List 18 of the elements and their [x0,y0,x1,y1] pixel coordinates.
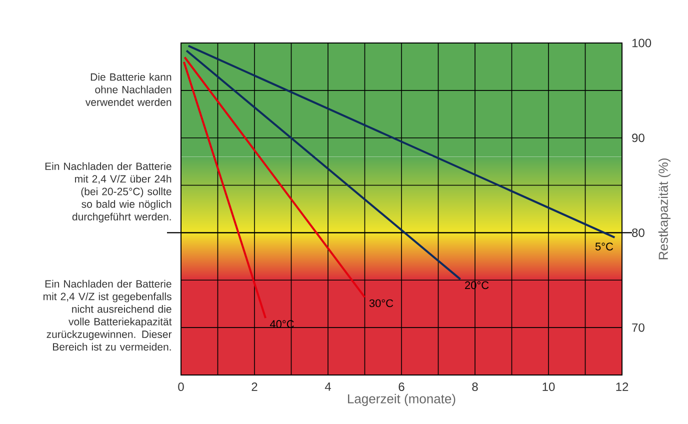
x-tick-label: 10 [542,382,555,392]
series-label: 5°C [595,242,614,250]
y-tick-label: 100 [632,38,652,48]
text: Ein Nachladen der Batterie mit 2,4 V/Z über 24h (bei 20-25°C) sollte so bald wie nöglich durchgeführt werden. [45,162,172,222]
x-tick-label: 12 [616,382,628,391]
series-label: 30°C [369,299,394,308]
x-tick-label: 6 [398,382,404,392]
y-tick-label: 70 [632,323,644,332]
x-tick-label: 8 [472,382,478,392]
text: Ein Nachladen der Batterie mit 2,4 V/Z ist gegebenfalls nicht ausreichend die volle Batteriekapazität zurückzugewinnen. Dieser Bereich ist zu vermeiden. [44,280,172,351]
x-tick-label: 0 [178,382,184,392]
text: Die Batterie kann ohne Nachladen verwendet werden [85,73,172,106]
y-tick-label: 90 [632,134,644,142]
x-axis-title: Lagerzeit (monate) [348,394,456,406]
x-tick-label: 2 [252,382,258,391]
x-tick-label: 4 [324,382,331,391]
y-tick-label: 80 [632,228,644,237]
y-axis-title: Restkapazität (%) [658,158,671,260]
